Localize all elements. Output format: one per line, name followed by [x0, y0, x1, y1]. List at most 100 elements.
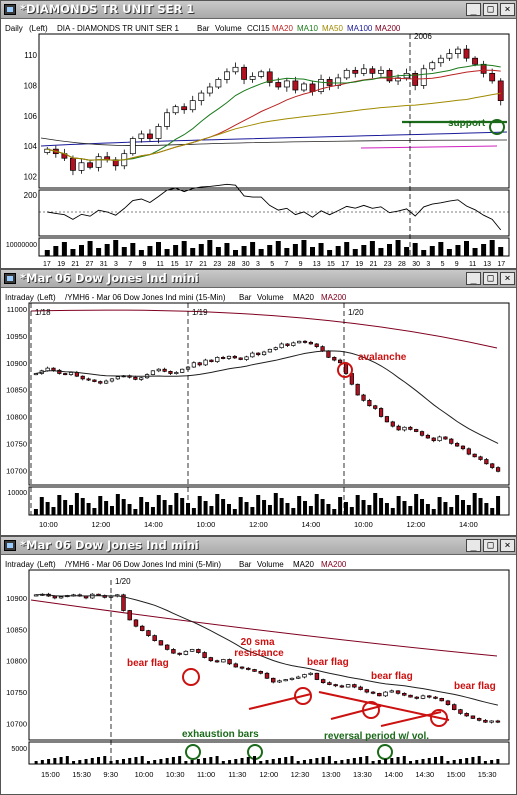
minimize-button[interactable]: _	[466, 539, 481, 552]
candle-body	[214, 660, 220, 663]
candle-body	[302, 674, 307, 678]
candle-body	[191, 362, 196, 368]
sma-resistance-line-1: 20 sma	[241, 637, 275, 648]
volume-bar	[449, 507, 454, 515]
ym-15min-canvas[interactable]: Intraday (Left) /YMH6 - Mar 06 Dow Jones…	[1, 289, 516, 536]
volume-bar	[371, 761, 375, 764]
price-tick-label: 108	[24, 81, 38, 90]
candle-body	[326, 350, 331, 358]
volume-bar	[153, 760, 157, 764]
ma50-label: MA50	[322, 24, 343, 33]
close-button[interactable]: ×	[500, 3, 515, 16]
candle-body	[345, 684, 351, 688]
volume-bar	[57, 495, 62, 515]
volume-bar	[318, 243, 324, 256]
candle-body	[360, 68, 367, 74]
minimize-button[interactable]: _	[466, 3, 481, 16]
title-bar[interactable]: *Mar 06 Dow Jones Ind mini _ □ ×	[1, 270, 516, 288]
volume-panel	[38, 237, 510, 257]
x-tick-label: 7	[284, 261, 288, 268]
chart-window-icon	[4, 540, 16, 551]
volume-bar	[373, 493, 378, 515]
volume-bar	[233, 250, 238, 256]
x-tick-label: 9	[299, 261, 303, 268]
candle-body	[177, 652, 182, 655]
candle-body	[112, 159, 119, 167]
volume-bar	[452, 760, 456, 764]
candle-body	[180, 368, 185, 373]
volume-bar	[284, 757, 288, 764]
ma50-line	[47, 92, 501, 161]
candle-body	[232, 66, 239, 73]
candle-body	[378, 69, 384, 74]
ym-5min-canvas[interactable]: Intraday (Left) /YMH6 - Mar 06 Dow Jones…	[1, 556, 516, 795]
volume-bar	[128, 758, 132, 764]
candle-body	[209, 359, 214, 363]
volume-bar	[61, 242, 67, 256]
x-tick-label: 10:00	[197, 520, 216, 529]
volume-bar	[273, 493, 278, 515]
volume-bar	[140, 756, 144, 764]
interval-label: Daily	[5, 24, 23, 33]
support-annotation: support	[448, 118, 486, 129]
title-bar[interactable]: *DIAMONDS TR UNIT SER 1 _ □ ×	[1, 1, 516, 19]
candle-body	[437, 436, 442, 442]
volume-bar	[466, 505, 471, 515]
bear-flag-annotation-2: bear flag	[307, 657, 349, 668]
candle-body	[295, 676, 301, 679]
candle-body	[464, 713, 469, 717]
candle-body	[489, 720, 494, 723]
volume-bar	[301, 240, 307, 256]
maximize-button[interactable]: □	[483, 3, 498, 16]
title-bar[interactable]: *Mar 06 Dow Jones Ind mini _ □ ×	[1, 537, 516, 555]
close-button[interactable]: ×	[500, 272, 515, 285]
x-tick-label: 17	[43, 261, 51, 268]
minimize-button[interactable]: _	[466, 272, 481, 285]
flag-trend-line	[248, 693, 312, 710]
x-tick-label: 15:30	[478, 770, 497, 779]
volume-bar	[472, 248, 478, 256]
interval-label: Intraday	[5, 293, 34, 302]
x-tick-label: 30	[242, 261, 250, 268]
candle-body	[433, 696, 438, 699]
candle-body	[258, 671, 263, 674]
candle-body	[224, 71, 230, 80]
x-tick-label: 23	[384, 261, 392, 268]
volume-bar	[414, 494, 419, 515]
maximize-button[interactable]: □	[483, 272, 498, 285]
candle-body	[129, 138, 136, 155]
x-tick-label: 9:30	[103, 770, 118, 779]
volume-bar	[241, 246, 247, 256]
x-tick-label: 21	[370, 261, 378, 268]
volume-bar	[404, 247, 410, 256]
volume-bar	[70, 249, 76, 256]
bear-flag-annotation-3: bear flag	[371, 671, 413, 682]
window-title: *Mar 06 Dow Jones Ind mini	[20, 271, 199, 285]
candle-body	[389, 690, 395, 693]
volume-bar	[133, 509, 138, 515]
candle-body	[451, 704, 457, 710]
candle-body	[275, 82, 282, 88]
volume-bar	[121, 499, 126, 515]
x-tick-label: 14:00	[459, 520, 478, 529]
candle-body	[115, 376, 120, 380]
ma20-line	[36, 593, 499, 706]
volume-bar	[481, 244, 487, 256]
candle-body	[183, 650, 189, 655]
candle-body	[378, 408, 384, 417]
volume-bar	[440, 756, 444, 764]
volume-bar	[369, 241, 375, 256]
volume-bar	[98, 496, 103, 515]
volume-bar	[349, 507, 354, 515]
candle-body	[489, 72, 496, 82]
volume-bar	[186, 503, 191, 515]
volume-bar	[53, 758, 57, 764]
price-tick-label: 104	[24, 142, 38, 151]
candle-body	[58, 596, 64, 599]
close-button[interactable]: ×	[500, 539, 515, 552]
candle-body	[367, 400, 372, 407]
candle-body	[98, 381, 103, 384]
maximize-button[interactable]: □	[483, 539, 498, 552]
daily-chart-canvas[interactable]: Daily (Left) DIA - DIAMONDS TR UNIT SER …	[1, 20, 516, 269]
candle-body	[189, 649, 195, 652]
